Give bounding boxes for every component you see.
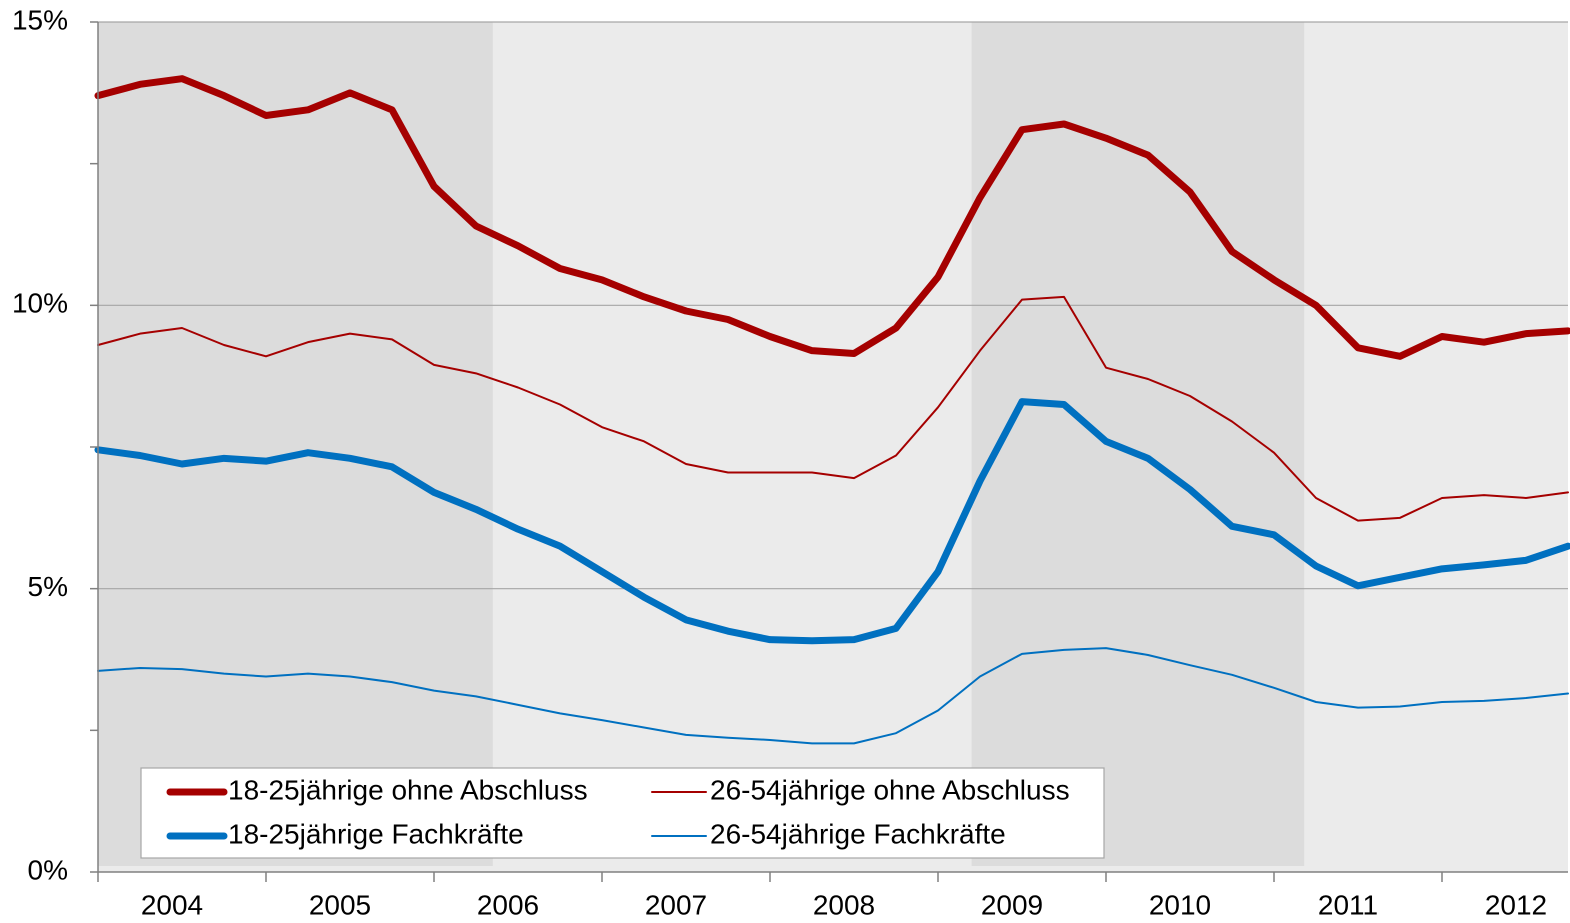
shaded-periods bbox=[98, 22, 1305, 866]
legend-label: 18-25jährige Fachkräfte bbox=[228, 818, 524, 849]
legend-label: 26-54jährige Fachkräfte bbox=[710, 818, 1006, 849]
legend-label: 26-54jährige ohne Abschluss bbox=[710, 774, 1070, 805]
x-tick-label: 2004 bbox=[141, 889, 203, 920]
x-tick-label: 2008 bbox=[813, 889, 875, 920]
shaded-period bbox=[98, 22, 493, 866]
legend-box bbox=[140, 767, 1105, 859]
x-tick-label: 2009 bbox=[981, 889, 1043, 920]
y-tick-label: 10% bbox=[12, 288, 68, 319]
x-tick-label: 2011 bbox=[1318, 889, 1378, 920]
x-tick-label: 2007 bbox=[645, 889, 707, 920]
x-tick-label: 2012 bbox=[1485, 889, 1547, 920]
grid bbox=[98, 21, 1568, 590]
shaded-period bbox=[971, 22, 1305, 866]
y-tick-label: 15% bbox=[12, 4, 68, 35]
axes: 0% 5% 10% 15% 2004 2005 2006 2007 2008 2009 2010 20… bbox=[12, 4, 1568, 920]
y-tick-label: 5% bbox=[28, 571, 68, 602]
x-tick-label: 2010 bbox=[1149, 889, 1211, 920]
series-line bbox=[97, 647, 1569, 745]
legend: 18-25jährige ohne Abschluss 26-54jährige … bbox=[140, 767, 1105, 859]
legend-label: 18-25jährige ohne Abschluss bbox=[228, 774, 588, 805]
series-line bbox=[94, 75, 1570, 360]
lines bbox=[94, 75, 1570, 745]
series-line bbox=[97, 295, 1569, 522]
x-tick-label: 2006 bbox=[477, 889, 539, 920]
y-tick-label: 0% bbox=[28, 854, 68, 885]
x-tick-label: 2005 bbox=[309, 889, 371, 920]
series-line bbox=[94, 398, 1570, 645]
